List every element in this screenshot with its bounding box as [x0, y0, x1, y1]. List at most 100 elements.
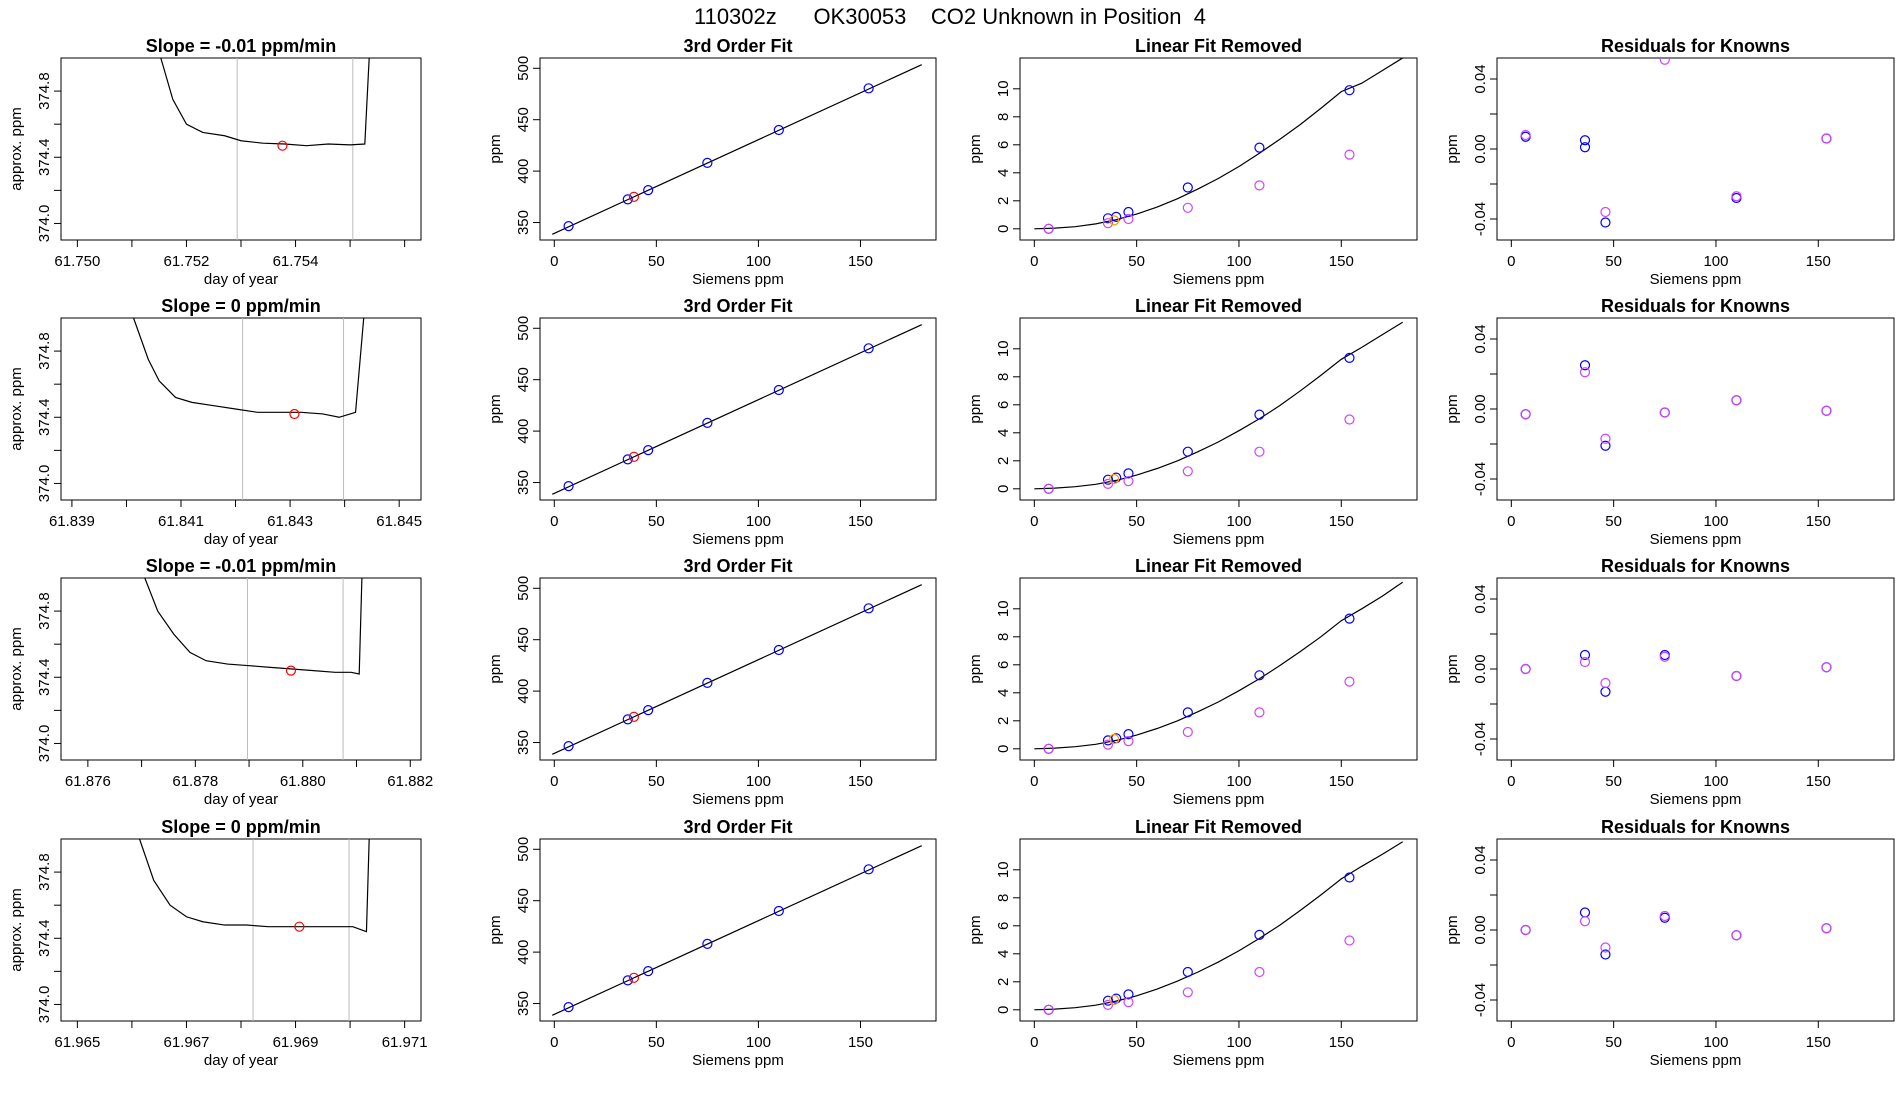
y-tick-label: 450 [515, 627, 532, 652]
data-point-blue [1579, 135, 1591, 146]
chart-panel-r1c4: Residuals for Knowns 0 50 100 150 -0.04 0.00 0.… [1444, 36, 1895, 288]
x-tick-label: 0 [550, 1034, 558, 1051]
y-tick-label: 374.0 [36, 725, 53, 763]
fit-curve [1034, 841, 1403, 1011]
x-tick-label: 100 [746, 1034, 771, 1051]
plot-frame [539, 838, 937, 1022]
data-point-violet [1102, 218, 1114, 229]
data-point-blue [1579, 142, 1591, 153]
data-point-blue [1254, 409, 1265, 420]
chart-panel-r1c2: 3rd Order Fit 0 50 100 150 350 400 450 500 Siemen… [487, 36, 937, 288]
x-tick-label: 0 [1507, 773, 1515, 790]
chart-panel-r2c4: Residuals for Knowns 0 50 100 150 -0.04 0.00 0.… [1444, 296, 1895, 548]
plot-area [1520, 907, 1832, 960]
y-tick-label: 10 [995, 80, 1012, 97]
x-tick-label: 0 [550, 513, 558, 530]
plot-frame [60, 57, 422, 241]
x-tick-label: 0 [1030, 773, 1038, 790]
data-point-blue [622, 975, 633, 986]
data-point-blue [702, 677, 713, 688]
data-point-violet [1182, 202, 1193, 213]
x-tick-label: 150 [1329, 513, 1354, 530]
chart-title: Slope = 0 ppm/min [161, 817, 321, 837]
unknown-marker [277, 140, 288, 151]
x-tick-label: 61.839 [49, 513, 95, 530]
y-axis-label: ppm [487, 134, 504, 163]
plot-area [1034, 321, 1403, 494]
data-point-blue [773, 124, 784, 136]
data-point-blue [643, 966, 654, 977]
page-title: 110302z OK30053 CO2 Unknown in Position … [693, 4, 1206, 29]
plot-frame [539, 57, 937, 241]
data-point-orange [1109, 733, 1120, 745]
x-tick-label: 61.750 [54, 253, 100, 270]
y-tick-label: 8 [995, 373, 1012, 381]
x-tick-label: 0 [1030, 1034, 1038, 1051]
x-tick-label: 50 [1605, 1034, 1622, 1051]
trace-line [160, 58, 370, 147]
data-point-red [628, 972, 639, 983]
data-point-blue [863, 603, 874, 614]
chart-title: Residuals for Knowns [1601, 296, 1790, 316]
chart-title: Linear Fit Removed [1135, 556, 1302, 576]
data-point-blue [1182, 446, 1193, 457]
plot-frame [539, 317, 937, 501]
chart-title: Linear Fit Removed [1135, 296, 1302, 316]
x-tick-label: 61.752 [164, 253, 210, 270]
data-point-violet [1659, 651, 1670, 662]
x-tick-label: 50 [1128, 513, 1145, 530]
y-tick-label: 6 [995, 922, 1012, 930]
data-point-blue [563, 1002, 574, 1013]
y-axis-label: ppm [1444, 654, 1461, 683]
x-tick-label: 100 [1703, 773, 1728, 790]
plot-frame [1019, 317, 1418, 501]
x-tick-label: 50 [648, 513, 665, 530]
x-tick-label: 150 [1329, 1034, 1354, 1051]
y-tick-label: 374.4 [36, 398, 53, 436]
y-axis-label: ppm [487, 654, 504, 683]
y-axis-label: approx. ppm [8, 107, 25, 190]
y-tick-label: 8 [995, 113, 1012, 121]
y-tick-label: 2 [995, 457, 1012, 465]
y-tick-label: 500 [515, 576, 532, 601]
data-point-violet [1731, 670, 1742, 682]
x-tick-label: 150 [1806, 1034, 1831, 1051]
plot-frame [60, 577, 422, 761]
x-axis-label: Siemens ppm [1173, 271, 1265, 288]
y-tick-label: 500 [515, 56, 532, 81]
x-tick-label: 100 [1226, 1034, 1251, 1051]
y-tick-label: 500 [515, 837, 532, 862]
y-axis-label: ppm [967, 134, 984, 163]
data-point-blue [643, 445, 654, 456]
data-point-violet [1731, 395, 1742, 406]
chart-panel-r4c1: Slope = 0 ppm/min 61.965 61.967 61.969 61.97… [8, 817, 428, 1069]
data-point-violet [1182, 726, 1193, 738]
y-tick-label: 374.8 [36, 332, 53, 370]
data-point-violet [1123, 213, 1134, 225]
x-tick-label: 50 [648, 1034, 665, 1051]
x-tick-label: 150 [1806, 513, 1831, 530]
data-point-violet [1731, 930, 1742, 941]
x-tick-label: 61.969 [273, 1034, 319, 1051]
data-point-blue [563, 741, 574, 752]
y-tick-label: 4 [995, 169, 1012, 177]
x-tick-label: 61.965 [54, 1034, 100, 1051]
y-tick-label: -0.04 [1472, 202, 1489, 236]
y-axis-label: ppm [487, 394, 504, 423]
x-axis-label: Siemens ppm [692, 1052, 784, 1069]
y-tick-label: 374.4 [36, 658, 53, 696]
y-tick-label: 0.04 [1472, 324, 1489, 353]
x-tick-label: 150 [1329, 773, 1354, 790]
plot-area [1034, 841, 1403, 1015]
data-point-blue [1254, 670, 1265, 681]
x-tick-label: 0 [1507, 513, 1515, 530]
plot-area [1034, 581, 1404, 754]
data-point-violet [1043, 223, 1054, 234]
x-axis-label: Siemens ppm [692, 531, 784, 548]
data-point-violet [1600, 433, 1611, 444]
x-axis-label: Siemens ppm [1650, 791, 1742, 808]
y-tick-label: 2 [995, 717, 1012, 725]
x-tick-label: 61.878 [172, 773, 218, 790]
data-point-violet [1579, 916, 1591, 927]
data-point-blue [1111, 472, 1122, 483]
